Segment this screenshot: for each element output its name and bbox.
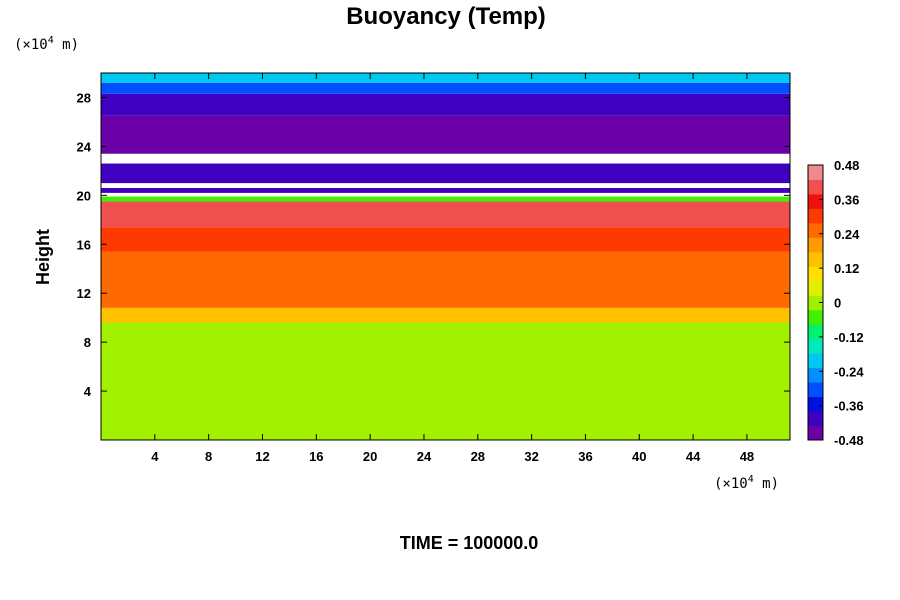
colorbar-swatch	[808, 251, 823, 267]
x-tick-label: 28	[471, 449, 485, 464]
y-tick-label: 24	[77, 139, 92, 154]
colorbar-swatch	[808, 165, 823, 180]
y-tick-label: 16	[77, 237, 91, 252]
y-axis-label: Height	[33, 229, 53, 285]
heatmap-band	[101, 307, 790, 323]
x-tick-label: 16	[309, 449, 323, 464]
colorbar-swatch	[808, 208, 823, 224]
y-tick-label: 28	[77, 90, 91, 105]
y-tick-label: 8	[84, 335, 91, 350]
heatmap-band	[101, 93, 790, 116]
chart-title: Buoyancy (Temp)	[346, 3, 546, 30]
x-unit-prefix: (×10	[714, 476, 748, 492]
x-tick-label: 20	[363, 449, 377, 464]
colorbar-swatch	[808, 396, 823, 412]
colorbar-swatch	[808, 425, 823, 441]
heatmap-band	[101, 322, 790, 440]
colorbar-swatch	[808, 179, 823, 195]
heatmap-band	[101, 163, 790, 184]
colorbar-swatch	[808, 309, 823, 325]
colorbar-tick-label: 0.12	[834, 261, 859, 276]
heatmap-band	[101, 82, 790, 94]
colorbar-swatch	[808, 295, 823, 311]
x-tick-label: 40	[632, 449, 646, 464]
y-unit-exponent: 4	[48, 35, 54, 46]
x-tick-label: 48	[740, 449, 754, 464]
y-tick-label: 12	[77, 286, 91, 301]
colorbar-tick-label: -0.36	[834, 399, 864, 414]
colorbar-swatch	[808, 280, 823, 296]
colorbar-swatch	[808, 324, 823, 340]
colorbar-tick-label: 0.48	[834, 158, 859, 173]
colorbar-swatch	[808, 382, 823, 398]
heatmap-band	[101, 115, 790, 154]
colorbar-tick-label: -0.48	[834, 433, 864, 448]
heatmap-band	[101, 201, 790, 228]
heatmap-band	[101, 183, 790, 188]
y-unit-suffix: m)	[54, 37, 79, 53]
x-unit-exponent: 4	[748, 474, 754, 485]
x-tick-label: 8	[205, 449, 212, 464]
colorbar-tick-label: -0.12	[834, 330, 864, 345]
colorbar-tick-label: -0.24	[834, 364, 864, 379]
colorbar-tick-label: 0.24	[834, 227, 860, 242]
x-tick-label: 12	[255, 449, 269, 464]
y-unit-prefix: (×10	[14, 37, 48, 53]
colorbar: 0.48 0.36 0.24 0.12 0 -0.12 -0.24 -0.36 -0.48	[807, 158, 864, 448]
colorbar-swatch	[808, 353, 823, 369]
x-unit-suffix: m)	[754, 476, 779, 492]
colorbar-swatch	[808, 237, 823, 253]
heatmap-band	[101, 192, 790, 197]
y-tick-label: 20	[77, 188, 91, 203]
heatmap-band	[101, 251, 790, 308]
colorbar-tick-label: 0	[834, 296, 841, 311]
x-tick-label: 32	[524, 449, 538, 464]
colorbar-swatch	[808, 266, 823, 282]
colorbar-swatch	[808, 338, 823, 354]
heatmap-band	[101, 187, 790, 193]
heatmap-band	[101, 73, 790, 83]
x-tick-label: 24	[417, 449, 432, 464]
x-tick-label: 44	[686, 449, 701, 464]
x-tick-label: 36	[578, 449, 592, 464]
colorbar-swatch	[808, 367, 823, 383]
colorbar-tick-label: 0.36	[834, 192, 859, 207]
colorbar-swatch	[808, 222, 823, 238]
plot-frame	[100, 72, 791, 441]
colorbar-swatch	[808, 411, 823, 427]
x-tick-label: 4	[151, 449, 159, 464]
time-label: TIME = 100000.0	[400, 533, 539, 553]
y-unit-label: (×104 m)	[14, 35, 79, 53]
y-tick-label: 4	[84, 384, 92, 399]
x-unit-label: (×104 m)	[714, 474, 779, 492]
colorbar-swatch	[808, 193, 823, 209]
heatmap-band	[101, 227, 790, 252]
heatmap-band	[101, 196, 790, 202]
heatmap-band	[101, 153, 790, 164]
